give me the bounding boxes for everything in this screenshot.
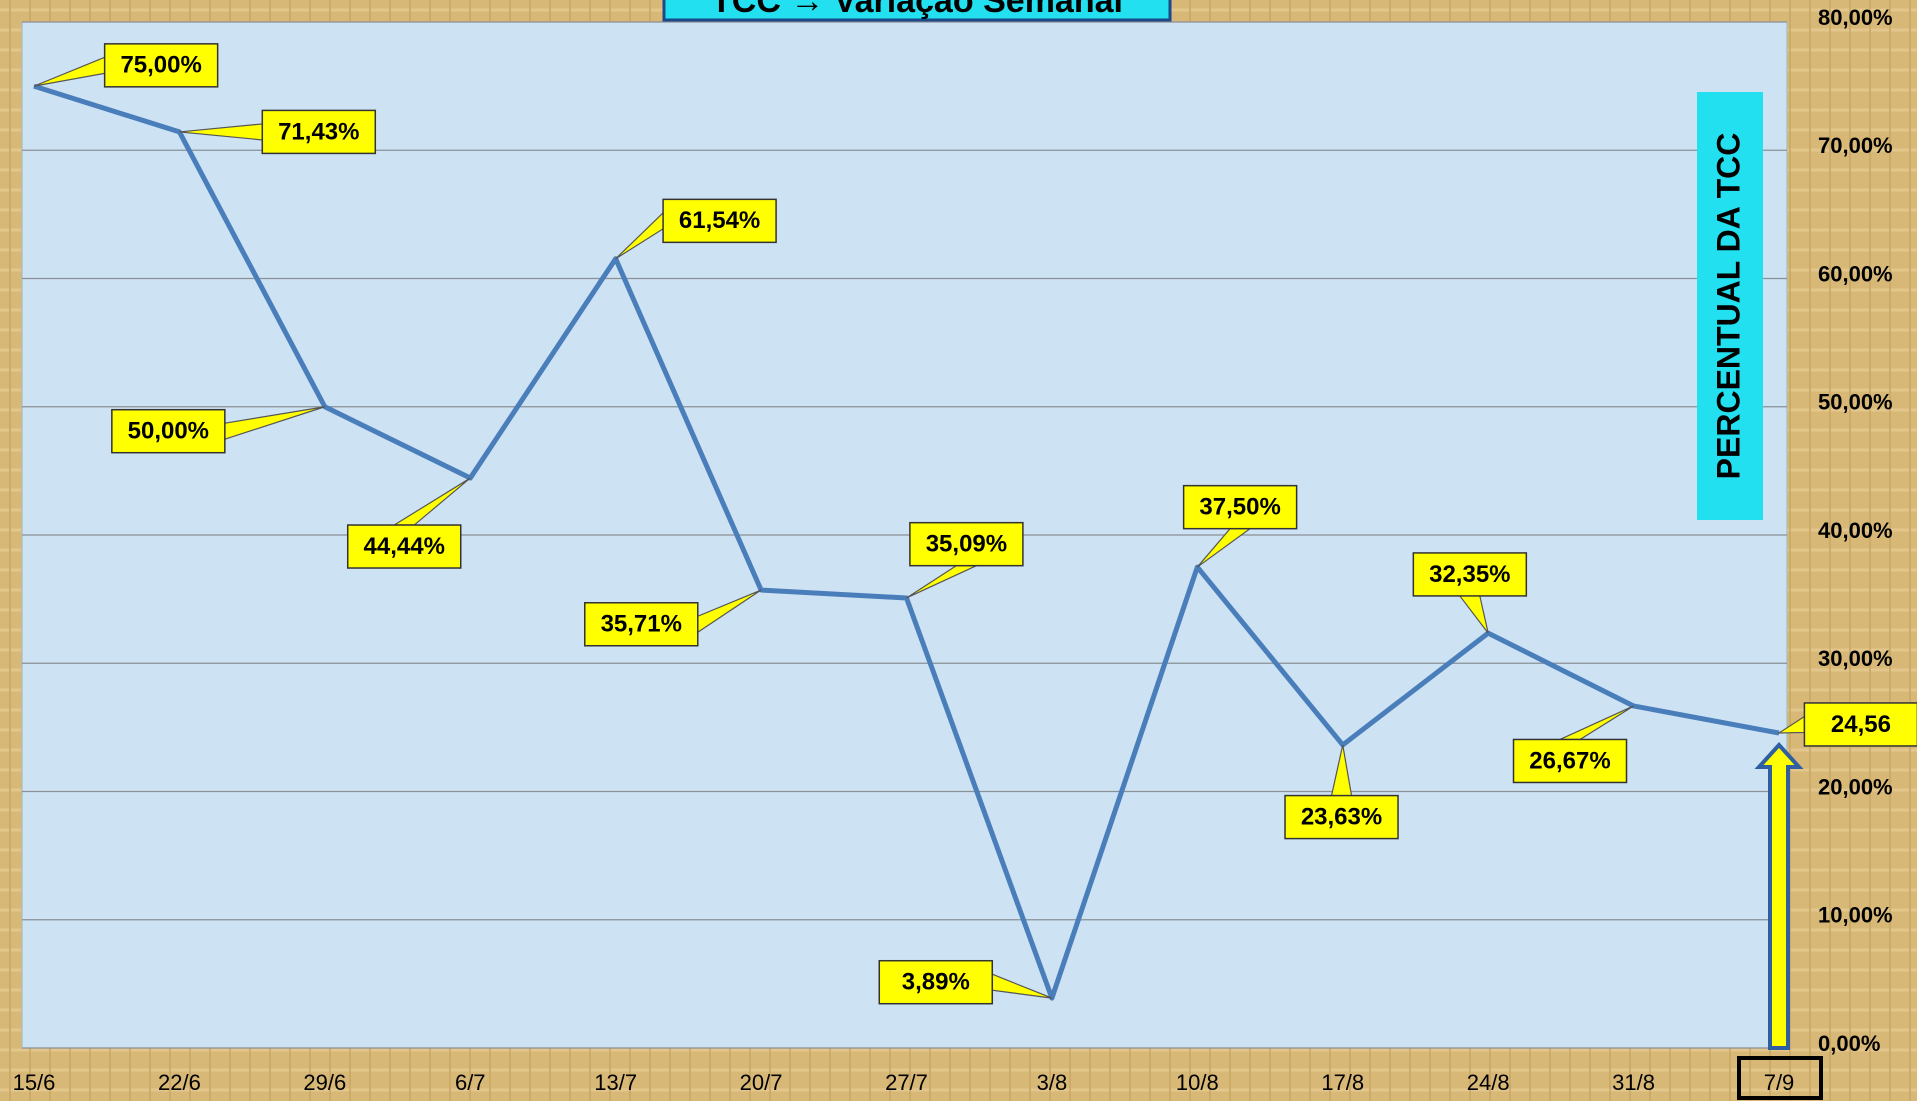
x-tick-label: 6/7	[455, 1070, 486, 1095]
data-label: 3,89%	[902, 969, 970, 996]
x-tick-label: 13/7	[594, 1070, 637, 1095]
highlight-arrow	[1754, 742, 1804, 1050]
callout-box	[1512, 738, 1628, 784]
callout-box	[1803, 702, 1917, 747]
callout-box	[1284, 794, 1399, 840]
callout-box	[111, 408, 226, 454]
y-tick-label: 0,00%	[1818, 1031, 1880, 1056]
callout-box	[346, 524, 462, 569]
data-label: 71,43%	[278, 118, 359, 145]
data-label: 37,50%	[1199, 493, 1280, 520]
axis-label-box	[1697, 92, 1763, 520]
y-tick-label: 60,00%	[1818, 261, 1893, 286]
x-tick-label: 15/6	[13, 1070, 56, 1095]
x-tick-label: 22/6	[158, 1070, 201, 1095]
data-label: 24,56	[1831, 711, 1891, 738]
x-tick-label: 29/6	[303, 1070, 346, 1095]
data-label: 75,00%	[120, 52, 201, 79]
data-label: 23,63%	[1301, 803, 1382, 830]
x-tick-label: 20/7	[740, 1070, 783, 1095]
x-tick-label: 7/9	[1764, 1070, 1795, 1095]
y-axis-label: PERCENTUAL DA TCC	[1710, 133, 1746, 480]
data-label: 50,00%	[128, 418, 209, 445]
y-tick-label: 40,00%	[1818, 518, 1893, 543]
callout-box	[584, 602, 699, 647]
y-tick-label: 30,00%	[1818, 646, 1893, 671]
data-label: 44,44%	[364, 533, 445, 560]
callout-box	[1182, 484, 1298, 530]
callout-box	[909, 521, 1024, 567]
highlight-box	[1737, 1056, 1823, 1100]
y-tick-label: 10,00%	[1818, 903, 1893, 928]
callout-box	[662, 198, 777, 244]
y-tick-label: 20,00%	[1818, 774, 1893, 799]
data-label: 32,35%	[1429, 561, 1510, 588]
x-tick-label: 31/8	[1612, 1070, 1655, 1095]
x-tick-label: 3/8	[1037, 1070, 1068, 1095]
title-box	[662, 0, 1172, 22]
x-tick-label: 10/8	[1176, 1070, 1219, 1095]
data-label: 35,71%	[601, 611, 682, 638]
x-tick-label: 24/8	[1467, 1070, 1510, 1095]
callout-box	[1412, 552, 1528, 597]
callout-box	[878, 959, 994, 1005]
callout-box	[261, 109, 377, 155]
x-tick-label: 27/7	[885, 1070, 928, 1095]
x-tick-label: 17/8	[1321, 1070, 1364, 1095]
callout-box	[103, 43, 219, 88]
data-label: 26,67%	[1529, 747, 1610, 774]
y-tick-label: 50,00%	[1818, 390, 1893, 415]
y-tick-label: 80,00%	[1818, 5, 1893, 30]
data-label: 61,54%	[679, 207, 760, 234]
y-tick-label: 70,00%	[1818, 133, 1893, 158]
chart-title: TCC → Variação Semanal	[711, 0, 1123, 20]
data-label: 35,09%	[926, 531, 1007, 558]
